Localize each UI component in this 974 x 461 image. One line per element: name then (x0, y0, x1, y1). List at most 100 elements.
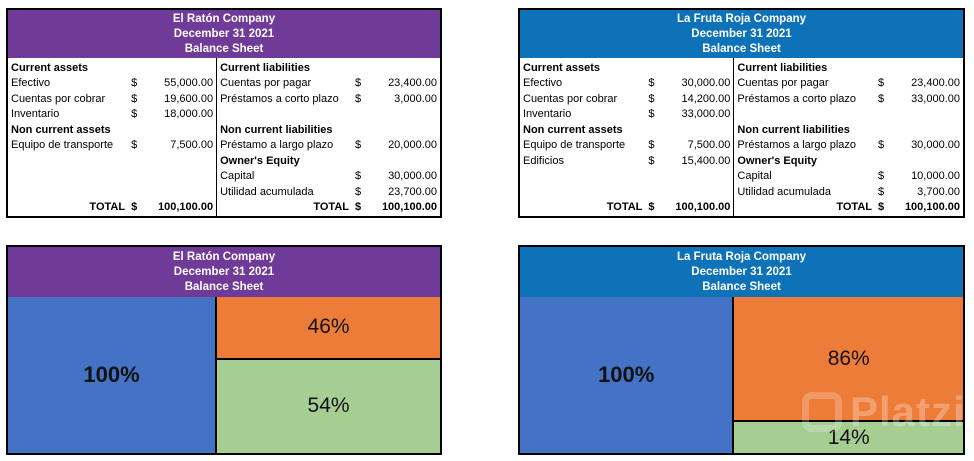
table-row-empty (520, 169, 733, 185)
section-label: Current liabilities (737, 61, 828, 74)
currency-symbol: $ (878, 77, 885, 90)
currency-symbol: $ (648, 77, 655, 90)
statement-date: December 31 2021 (691, 27, 792, 40)
table-row-empty (734, 107, 963, 123)
composition-chart-el-raton: El Ratón Company December 31 2021 Balanc… (6, 245, 442, 455)
amount: 33,000.00 (911, 92, 960, 105)
account-label: Cuentas por pagar (737, 77, 829, 90)
table-row-empty (217, 107, 440, 123)
statement-title: Balance Sheet (184, 280, 264, 293)
section-label: Non current liabilities (220, 123, 333, 136)
account-label: Inventario (523, 108, 572, 121)
liabilities-block: 46% (217, 297, 440, 360)
account-label: Préstamo a largo plazo (220, 139, 334, 152)
currency-symbol: $ (355, 139, 362, 152)
statement-date: December 31 2021 (691, 265, 792, 278)
total-amount: 100,100.00 (381, 201, 437, 214)
table-row: Efectivo $30,000.00 (520, 76, 733, 92)
table-row: Utilidad acumulada $3,700.00 (734, 184, 963, 200)
table-body: Current assets Efectivo $55,000.00 Cuenta… (8, 58, 440, 216)
currency-symbol: $ (355, 170, 362, 183)
assets-percent-label: 100% (598, 362, 655, 387)
account-label: Capital (220, 170, 255, 183)
account-label: Inventario (11, 108, 60, 121)
account-label: Equipo de transporte (11, 139, 114, 152)
account-label: Efectivo (523, 77, 563, 90)
account-label: Efectivo (11, 77, 51, 90)
amount: 33,000.00 (681, 108, 731, 121)
amount: 30,000.00 (911, 139, 960, 152)
currency-symbol: $ (878, 92, 885, 105)
table-header: El Ratón Company December 31 2021 Balanc… (8, 10, 440, 58)
liabilities-percent-label: 86% (827, 346, 870, 370)
currency-symbol: $ (648, 154, 655, 167)
total-label: TOTAL (606, 201, 643, 214)
table-row: Préstamos a corto plazo $33,000.00 (734, 91, 963, 107)
section-row: Current assets (8, 60, 216, 76)
table-row-empty (8, 184, 216, 200)
currency-symbol: $ (355, 185, 362, 198)
table-row: Cuentas por pagar $23,400.00 (734, 76, 963, 92)
section-label: Owner's Equity (220, 154, 300, 167)
table-row: Efectivo $55,000.00 (8, 76, 216, 92)
statement-date: December 31 2021 (173, 265, 275, 278)
table-row: Cuentas por cobrar $14,200.00 (520, 91, 733, 107)
table-row: Utilidad acumulada $23,700.00 (217, 184, 440, 200)
section-label: Owner's Equity (737, 154, 818, 167)
amount: 3,000.00 (394, 92, 437, 105)
amount: 20,000.00 (388, 139, 437, 152)
total-row: TOTAL $100,100.00 (8, 200, 216, 216)
section-row: Non current assets (8, 122, 216, 138)
assets-percent-label: 100% (83, 362, 140, 387)
account-label: Cuentas por pagar (220, 77, 312, 90)
amount: 10,000.00 (911, 170, 960, 183)
currency-symbol: $ (648, 92, 655, 105)
total-row: TOTAL $100,100.00 (734, 200, 963, 216)
amount: 15,400.00 (681, 154, 731, 167)
section-label: Non current assets (523, 123, 623, 136)
equity-percent-label: 14% (827, 425, 870, 449)
statement-date: December 31 2021 (173, 27, 275, 40)
amount: 23,700.00 (388, 185, 437, 198)
section-row: Current liabilities (734, 60, 963, 76)
chart-header: El Ratón Company December 31 2021 Balanc… (8, 247, 440, 297)
section-label: Current liabilities (220, 61, 310, 74)
account-label: Utilidad acumulada (220, 185, 314, 198)
total-label: TOTAL (89, 201, 126, 214)
total-row: TOTAL $100,100.00 (217, 200, 440, 216)
table-row: Inventario $18,000.00 (8, 107, 216, 123)
amount: 3,700.00 (917, 185, 960, 198)
currency-symbol: $ (355, 92, 362, 105)
currency-symbol: $ (355, 201, 362, 214)
account-label: Utilidad acumulada (737, 185, 831, 198)
account-label: Préstamos a largo plazo (737, 139, 857, 152)
account-label: Capital (737, 170, 772, 183)
currency-symbol: $ (648, 201, 655, 214)
statement-title: Balance Sheet (702, 280, 781, 293)
statement-title: Balance Sheet (702, 42, 781, 55)
currency-symbol: $ (131, 201, 138, 214)
assets-block: 100% (520, 297, 735, 453)
section-label: Non current liabilities (737, 123, 850, 136)
composition-chart-la-fruta-roja: La Fruta Roja Company December 31 2021 B… (518, 245, 965, 455)
company-name: El Ratón Company (172, 250, 276, 263)
total-amount: 100,100.00 (904, 201, 960, 214)
currency-symbol: $ (131, 77, 138, 90)
table-row: Edificios $15,400.00 (520, 153, 733, 169)
chart-body: 100% 86% 14% (520, 297, 963, 453)
amount: 23,400.00 (911, 77, 960, 90)
section-row: Non current liabilities (217, 122, 440, 138)
currency-symbol: $ (131, 92, 138, 105)
total-label: TOTAL (836, 201, 872, 214)
table-header: La Fruta Roja Company December 31 2021 B… (520, 10, 963, 58)
table-row-empty (8, 153, 216, 169)
equity-block: 54% (217, 359, 440, 453)
table-row: Capital $10,000.00 (734, 169, 963, 185)
section-row: Non current liabilities (734, 122, 963, 138)
table-row: Inventario $33,000.00 (520, 107, 733, 123)
currency-symbol: $ (131, 139, 138, 152)
balance-sheet-table-el-raton: El Ratón Company December 31 2021 Balanc… (6, 8, 442, 218)
chart-header: La Fruta Roja Company December 31 2021 B… (520, 247, 963, 297)
account-label: Préstamos a corto plazo (737, 92, 857, 105)
account-label: Edificios (523, 154, 564, 167)
